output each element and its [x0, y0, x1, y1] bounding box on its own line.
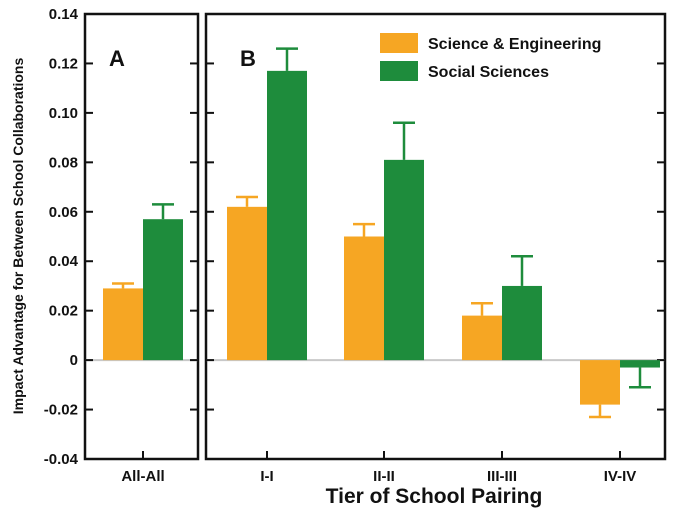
bar-social-sciences: [620, 360, 660, 368]
y-tick-label: 0.04: [49, 253, 79, 270]
bar-social-sciences: [502, 285, 542, 361]
legend-label: Social Sciences: [428, 64, 549, 81]
y-tick-label: -0.04: [44, 451, 79, 468]
y-tick-label: 0.10: [49, 105, 78, 122]
y-tick-label: 0.08: [49, 154, 78, 171]
x-axis-title: Tier of School Pairing: [326, 485, 543, 508]
legend-swatch-science-engineering: [380, 33, 418, 53]
category-label: II-II: [373, 468, 395, 485]
legend-label: Science & Engineering: [428, 36, 601, 53]
y-tick-label: 0.14: [49, 6, 79, 23]
bar-science-engineering: [462, 315, 502, 361]
y-axis-title: Impact Advantage for Between School Coll…: [10, 58, 26, 415]
y-tick-label: 0.12: [49, 55, 78, 72]
category-label: III-III: [487, 468, 517, 485]
bar-social-sciences: [143, 219, 183, 361]
labels-layer: A All-All B I-I II-II III-III IV-IV -0.04 -0.02 0…: [10, 6, 636, 508]
bar-science-engineering: [103, 288, 143, 361]
category-label: IV-IV: [604, 468, 637, 485]
y-tick-label: 0: [70, 352, 78, 369]
bar-science-engineering: [227, 206, 267, 361]
panel-letter: B: [240, 46, 256, 71]
panel-frame: [204, 12, 667, 461]
panel-frame: [83, 12, 200, 461]
bar-social-sciences: [267, 70, 307, 361]
legend-swatch-social-sciences: [380, 61, 418, 81]
bar-science-engineering: [580, 360, 620, 405]
category-label: All-All: [121, 468, 164, 485]
category-label: I-I: [260, 468, 273, 485]
bar-social-sciences: [384, 159, 424, 361]
y-tick-label: 0.02: [49, 303, 78, 320]
y-tick-label: 0.06: [49, 204, 78, 221]
bars-layer: [103, 33, 660, 419]
panel-letter: A: [109, 46, 125, 71]
y-tick-label: -0.02: [44, 402, 78, 419]
bar-science-engineering: [344, 236, 384, 361]
